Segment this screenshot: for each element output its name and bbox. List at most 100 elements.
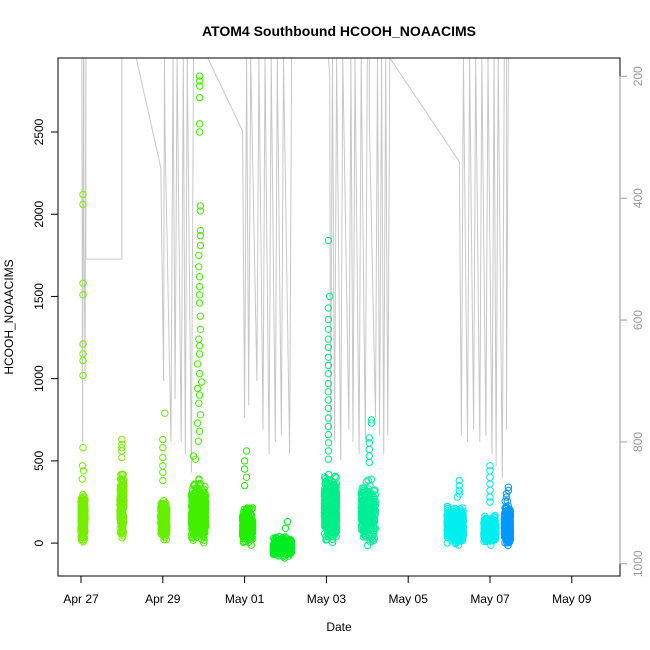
data-point [365, 521, 373, 529]
data-point [458, 533, 467, 541]
secondary-y-tick-label: 800 [631, 432, 645, 452]
secondary-y-tick-label: 400 [631, 188, 645, 208]
data-point [369, 500, 377, 508]
data-point [272, 546, 280, 554]
data-point [455, 481, 463, 490]
data-point [79, 291, 87, 299]
data-point [332, 492, 340, 501]
data-point [486, 534, 494, 542]
data-point [328, 518, 336, 527]
data-point [506, 529, 514, 537]
data-point [81, 528, 89, 536]
data-point [200, 504, 208, 512]
data-point [193, 384, 202, 393]
secondary-y-axis: 200 400 600 800 1000 [619, 66, 645, 577]
data-point [370, 509, 379, 517]
data-point [328, 515, 336, 523]
data-point [506, 515, 514, 523]
data-point [188, 493, 196, 501]
data-point [242, 514, 251, 522]
data-point [357, 515, 365, 523]
data-point [324, 430, 333, 439]
data-point [161, 409, 169, 417]
data-point [81, 519, 89, 527]
altitude-series-line [63, 56, 511, 479]
data-point [78, 462, 87, 470]
data-point [323, 480, 332, 488]
data-point [359, 526, 367, 534]
data-point [505, 514, 513, 522]
data-point [195, 128, 204, 136]
secondary-y-tick-label: 600 [631, 310, 645, 330]
data-point [195, 273, 204, 281]
data-point [367, 475, 376, 483]
data-point [371, 486, 379, 494]
data-point [364, 476, 372, 484]
data-point [159, 476, 167, 485]
data-point [118, 470, 126, 478]
data-point [158, 509, 167, 517]
data-point [324, 396, 333, 404]
data-point [330, 504, 338, 512]
data-point [159, 435, 167, 444]
data-point [360, 531, 368, 539]
data-point [443, 511, 451, 519]
data-point [324, 335, 333, 343]
data-point [80, 514, 88, 523]
data-point [190, 520, 199, 528]
data-point [194, 488, 202, 496]
data-point [118, 524, 126, 532]
data-point [118, 475, 127, 484]
data-point [160, 518, 168, 526]
data-point [324, 422, 333, 431]
data-point [195, 77, 204, 85]
data-point [195, 93, 204, 102]
data-point [79, 467, 88, 475]
data-point [365, 434, 373, 442]
data-point [324, 520, 332, 528]
data-point [118, 514, 126, 522]
data-point [240, 457, 249, 465]
data-point [195, 291, 204, 299]
data-point [193, 360, 202, 368]
data-point [196, 312, 205, 320]
data-point [320, 503, 329, 511]
secondary-y-tick-label: 200 [631, 66, 645, 86]
chart-title: ATOM4 Southbound HCOOH_NOAACIMS [202, 23, 476, 39]
data-point [329, 499, 338, 507]
data-point [321, 488, 329, 496]
data-point [486, 493, 494, 501]
y-axis: 0 500 1000 1500 2000 2500 [32, 118, 59, 546]
data-point [195, 350, 204, 358]
data-point [459, 523, 467, 531]
data-point [240, 481, 249, 490]
data-point [242, 510, 250, 519]
data-point [196, 231, 205, 240]
data-point [118, 507, 126, 515]
data-point [331, 472, 339, 481]
data-point [492, 525, 500, 533]
data-point [79, 340, 87, 348]
data-point [195, 476, 203, 484]
data-point [199, 532, 207, 541]
y-tick-label: 2000 [32, 201, 46, 228]
data-point [247, 527, 256, 535]
data-point [327, 488, 335, 497]
data-point [273, 548, 282, 556]
data-point [159, 468, 167, 477]
data-point [158, 501, 167, 509]
data-point [331, 529, 339, 537]
data-point [199, 518, 208, 526]
data-point [324, 414, 333, 422]
data-point [324, 315, 333, 324]
data-point [502, 493, 511, 501]
data-point [79, 513, 87, 521]
data-point [453, 493, 461, 501]
data-point [326, 492, 334, 500]
data-point [450, 512, 459, 520]
data-point [492, 521, 500, 529]
x-axis: Apr 27 Apr 29 May 01 May 03 May 05 May 07 May … [63, 575, 592, 606]
data-point [326, 292, 334, 301]
data-point [324, 379, 333, 388]
